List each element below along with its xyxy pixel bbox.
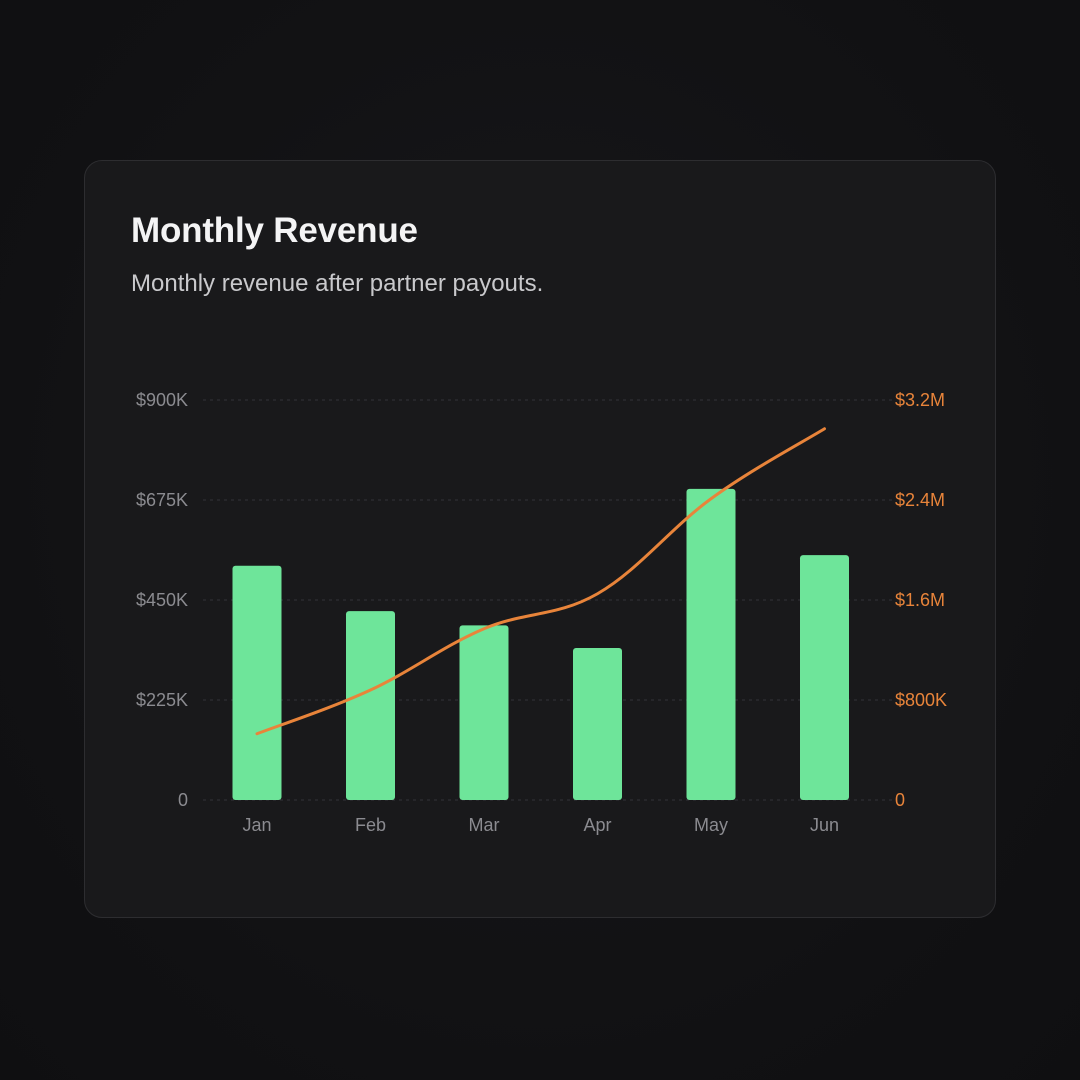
x-axis-tick-label: Feb (355, 815, 386, 835)
left-axis-tick-label: 0 (178, 790, 188, 810)
right-axis: 0 $800K $1.6M $2.4M $3.2M (895, 390, 947, 810)
x-axis-tick-label: Jun (810, 815, 839, 835)
right-axis-tick-label: $3.2M (895, 390, 945, 410)
bar-apr (573, 648, 622, 800)
left-axis-tick-label: $450K (136, 590, 188, 610)
x-axis-tick-label: Mar (469, 815, 500, 835)
x-axis: Jan Feb Mar Apr May Jun (242, 815, 839, 835)
revenue-chart: 0 $225K $450K $675K $900K 0 $800K $1.6M $2.4M $3… (136, 390, 947, 835)
right-axis-tick-label: $1.6M (895, 590, 945, 610)
left-axis-tick-label: $675K (136, 490, 188, 510)
chart-title: Monthly Revenue (131, 211, 418, 250)
x-axis-tick-label: Jan (242, 815, 271, 835)
left-axis-tick-label: $900K (136, 390, 188, 410)
right-axis-tick-label: $800K (895, 690, 947, 710)
grid-lines (203, 399, 895, 801)
x-axis-tick-label: Apr (583, 815, 611, 835)
left-axis: 0 $225K $450K $675K $900K (136, 390, 188, 810)
left-axis-tick-label: $225K (136, 690, 188, 710)
bar-feb (346, 611, 395, 800)
bar-may (686, 488, 736, 800)
chart-card: Monthly Revenue Monthly revenue after pa… (84, 160, 996, 918)
bar-jan (232, 565, 282, 800)
x-axis-tick-label: May (694, 815, 728, 835)
chart-subtitle: Monthly revenue after partner payouts. (131, 270, 544, 297)
bar-jun (800, 555, 849, 800)
line-series (255, 427, 826, 736)
bar-series (232, 488, 849, 800)
revenue-line (255, 427, 826, 736)
right-axis-tick-label: $2.4M (895, 490, 945, 510)
bar-mar (459, 625, 509, 800)
right-axis-tick-label: 0 (895, 790, 905, 810)
